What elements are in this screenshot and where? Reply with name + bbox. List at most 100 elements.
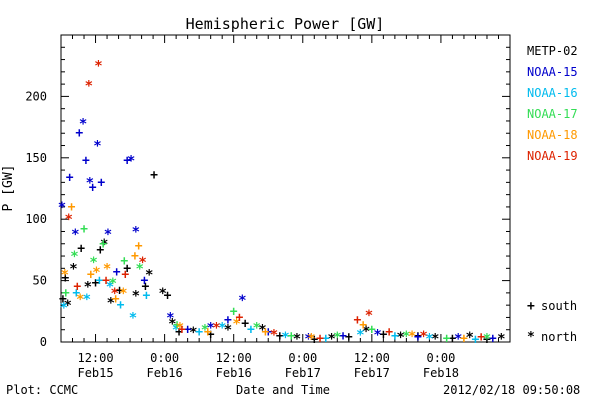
- data-point: *: [107, 296, 115, 312]
- data-point: *: [168, 317, 176, 333]
- data-point: +: [316, 331, 324, 346]
- data-point: *: [104, 227, 112, 243]
- data-point: +: [80, 222, 88, 237]
- data-point: +: [116, 283, 124, 298]
- data-point: *: [465, 330, 473, 346]
- data-point: +: [97, 175, 105, 190]
- data-point: +: [195, 325, 203, 340]
- data-point: +: [391, 329, 399, 344]
- data-point: *: [145, 267, 153, 283]
- data-point: *: [483, 331, 491, 347]
- data-point: *: [396, 330, 404, 346]
- data-point: +: [61, 271, 69, 286]
- data-point: *: [76, 292, 84, 308]
- data-point: *: [356, 328, 364, 344]
- data-point: +: [131, 249, 139, 264]
- data-point: +: [414, 329, 422, 344]
- data-point: +: [207, 328, 215, 343]
- data-point: *: [408, 329, 416, 345]
- data-point: +: [310, 333, 318, 348]
- data-point: +: [164, 288, 172, 303]
- data-point: +: [87, 267, 95, 282]
- data-point: +: [75, 126, 83, 141]
- x-tick-label-time: 12:00: [354, 351, 390, 365]
- data-point: *: [92, 265, 100, 281]
- chart-title: Hemispheric Power [GW]: [186, 15, 385, 33]
- y-tick-label: 50: [33, 274, 47, 288]
- footer-timestamp: 2012/02/18 09:50:08: [443, 383, 581, 397]
- data-point: *: [132, 288, 140, 304]
- legend-entry: NOAA-18: [527, 128, 578, 142]
- data-point: +: [276, 329, 284, 344]
- x-tick-label-time: 0:00: [150, 351, 179, 365]
- data-point: +: [96, 243, 104, 258]
- x-axis-label: Date and Time: [236, 383, 330, 397]
- data-point: +: [89, 180, 97, 195]
- data-point: *: [419, 329, 427, 345]
- data-point: *: [166, 310, 174, 326]
- data-point: *: [252, 320, 260, 336]
- x-tick-label-time: 0:00: [426, 351, 455, 365]
- data-point: +: [449, 331, 457, 346]
- data-point: *: [333, 330, 341, 346]
- data-point: *: [176, 320, 184, 336]
- data-point: *: [293, 331, 301, 347]
- data-point: +: [414, 330, 422, 345]
- data-point: *: [281, 330, 289, 346]
- data-point: *: [79, 116, 87, 132]
- data-point: +: [113, 265, 121, 280]
- data-points: ++**+* ++**++*+*+*+*+ * + * + * + * + * + * + * + * + * + **…: [58, 59, 506, 348]
- x-tick-label-time: 12:00: [216, 351, 252, 365]
- data-point: *: [94, 59, 102, 75]
- data-point: *: [63, 298, 71, 314]
- data-point: +: [489, 331, 497, 346]
- data-point: *: [109, 276, 117, 292]
- data-point: *: [497, 331, 505, 347]
- data-point: *: [135, 261, 143, 277]
- data-point: +: [483, 333, 491, 348]
- data-point: *: [304, 331, 312, 347]
- data-point: *: [224, 323, 232, 339]
- data-point: +: [477, 330, 485, 345]
- data-point: +: [460, 331, 468, 346]
- marker-legend-symbol: +: [527, 299, 535, 314]
- footer-plot-credit: Plot: CCMC: [6, 383, 79, 397]
- data-point: +: [175, 325, 183, 340]
- data-point: +: [339, 329, 347, 344]
- data-point: +: [112, 292, 120, 307]
- x-tick-label-time: 0:00: [288, 351, 317, 365]
- x-tick-label-date: Feb16: [216, 366, 252, 380]
- data-point: +: [385, 325, 393, 340]
- marker-legend: + south * north: [527, 299, 577, 345]
- data-point: *: [106, 280, 114, 296]
- x-tick-label-date: Feb16: [147, 366, 183, 380]
- data-point: +: [472, 333, 480, 348]
- data-point: *: [362, 324, 370, 340]
- data-point: +: [95, 274, 103, 289]
- data-point: *: [172, 323, 180, 339]
- x-tick-label-time: 12:00: [77, 351, 113, 365]
- legend-entry: METP-02: [527, 44, 578, 58]
- data-point: *: [307, 331, 315, 347]
- y-tick-label: 0: [40, 335, 47, 349]
- data-point: *: [93, 139, 101, 155]
- data-point: +: [322, 331, 330, 346]
- data-point: +: [224, 313, 232, 328]
- data-point: *: [64, 212, 72, 228]
- data-point: +: [150, 168, 158, 183]
- data-point: +: [142, 288, 150, 303]
- legend-entry: NOAA-16: [527, 86, 578, 100]
- legend-entry: NOAA-17: [527, 107, 578, 121]
- legend-entry: NOAA-19: [527, 149, 578, 163]
- data-point: *: [70, 249, 78, 265]
- data-point: *: [402, 329, 410, 345]
- data-point: *: [327, 331, 335, 347]
- data-point: *: [425, 331, 433, 347]
- data-point: +: [142, 280, 150, 295]
- data-point: +: [264, 325, 272, 340]
- data-point: +: [92, 276, 100, 291]
- data-point: +: [261, 325, 269, 340]
- data-point: +: [102, 274, 110, 289]
- data-point: +: [287, 329, 295, 344]
